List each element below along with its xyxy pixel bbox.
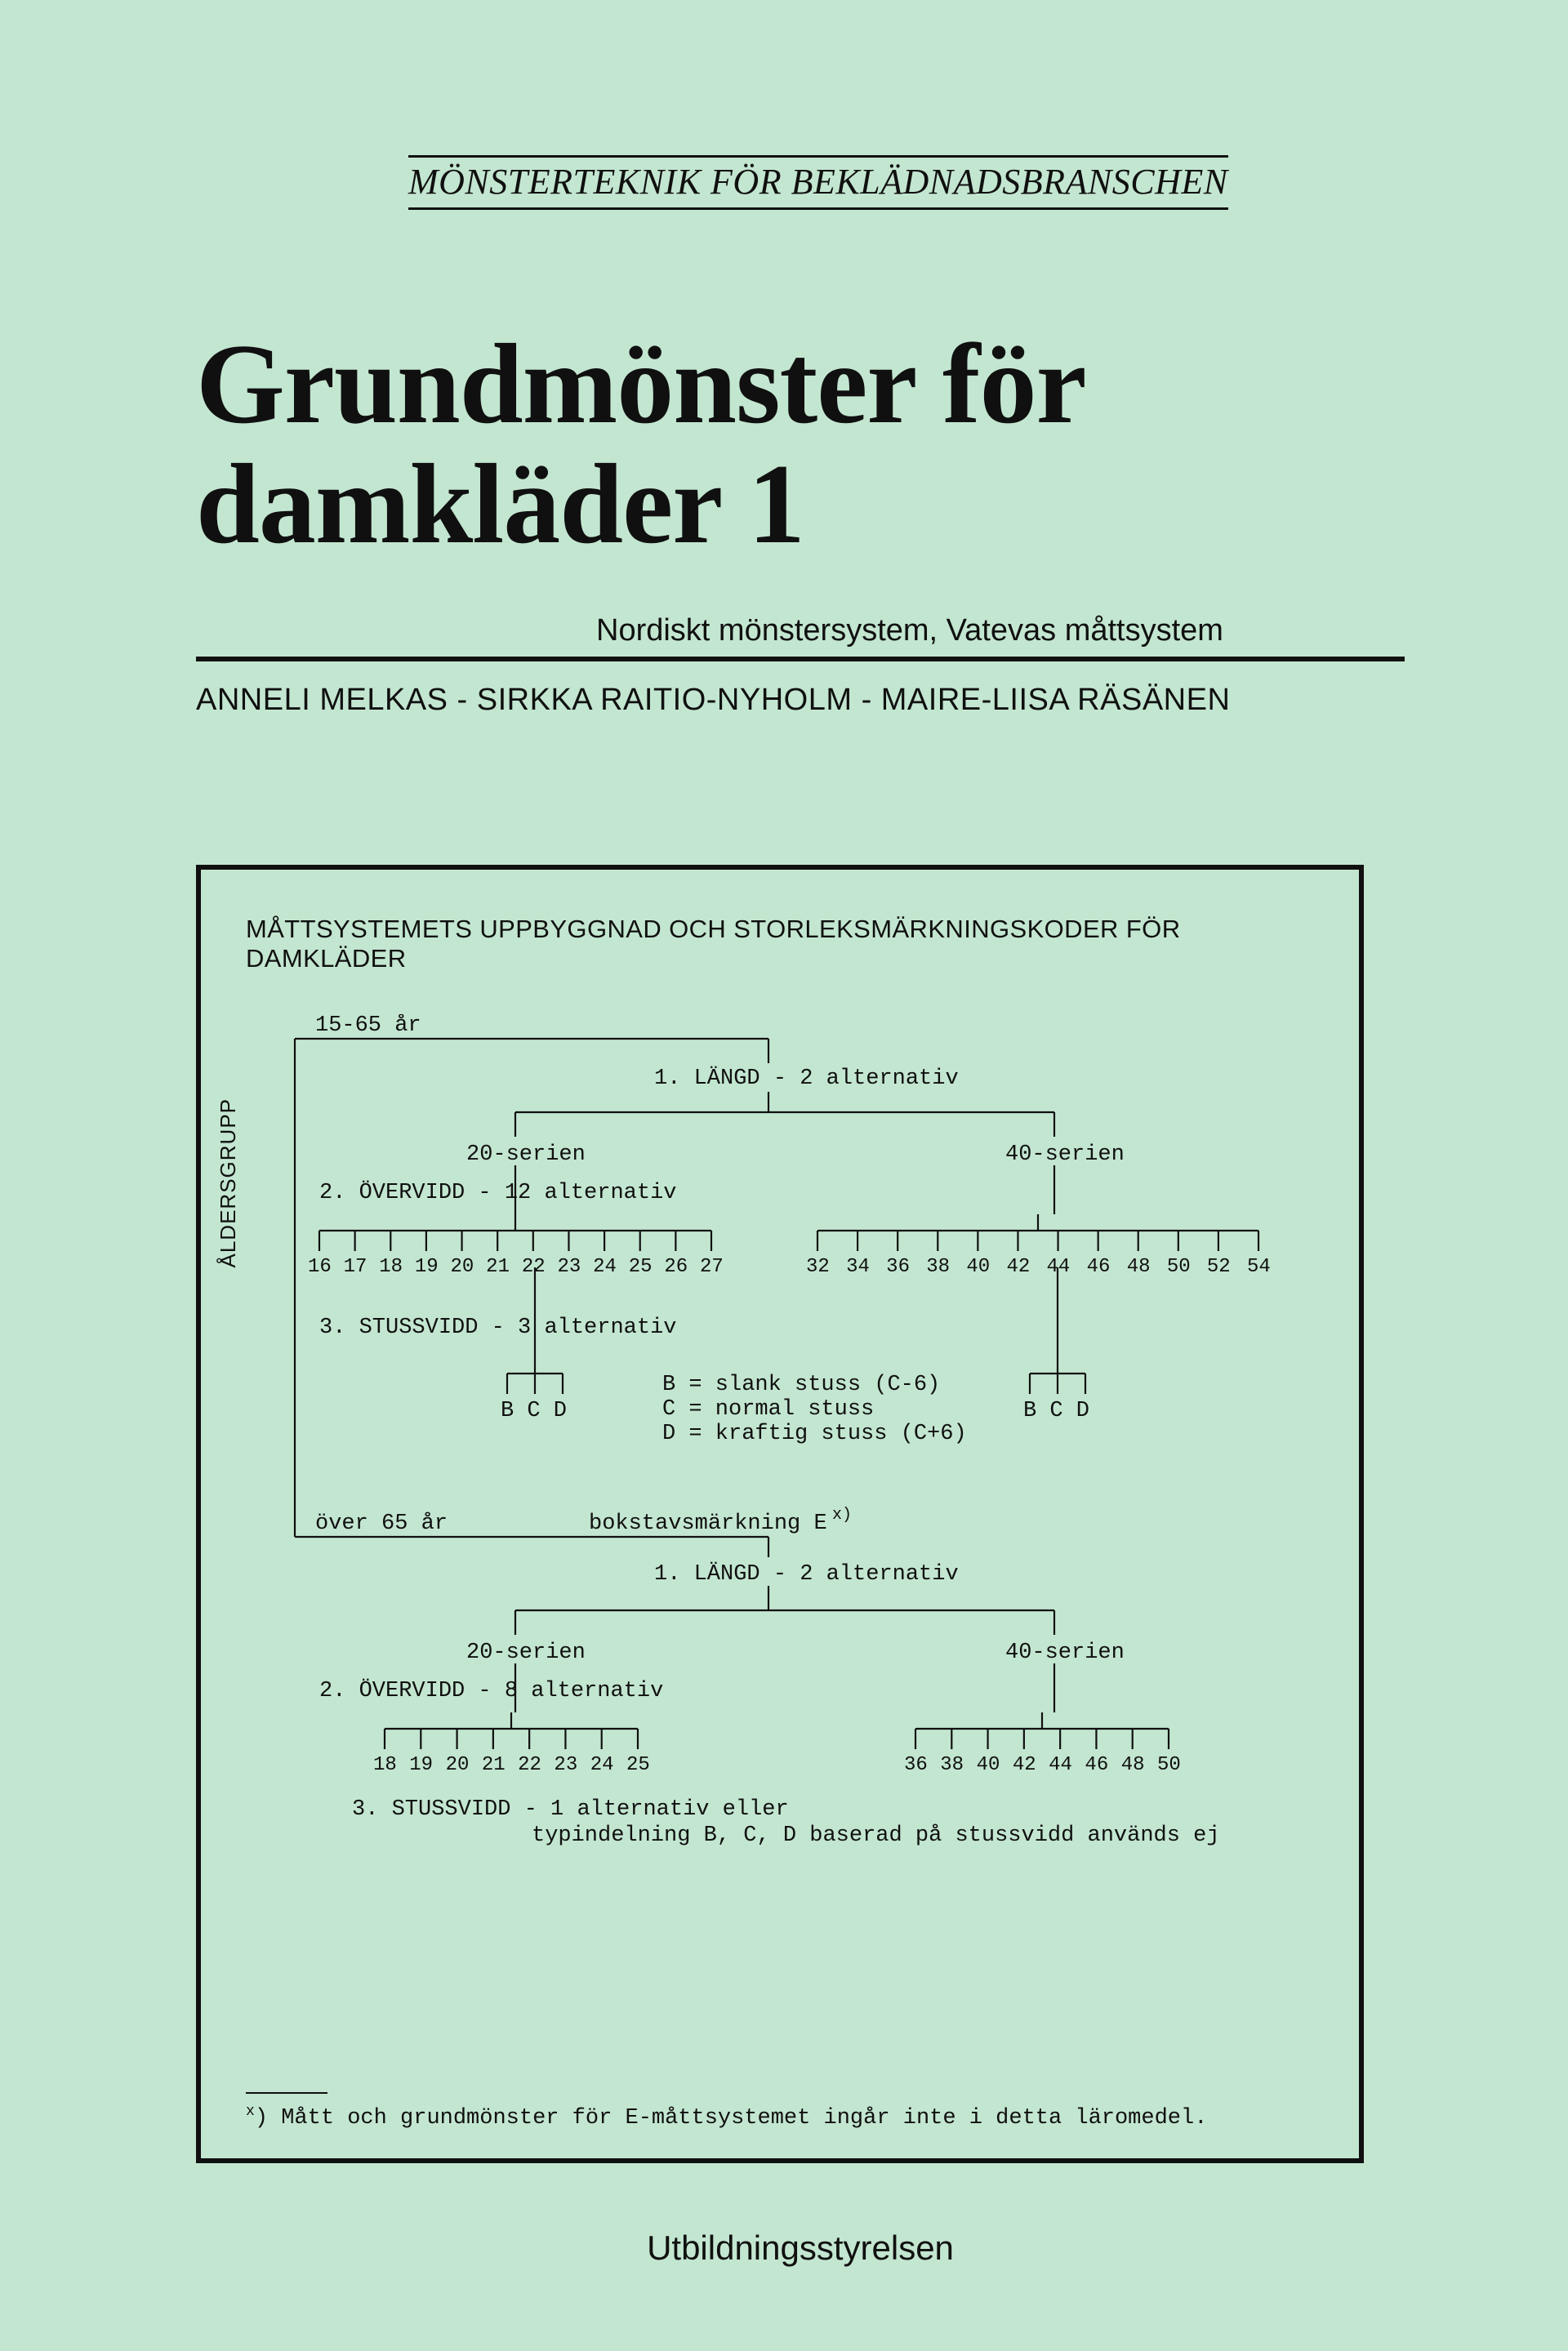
step3bot2: typindelning B, C, D baserad på stussvid… — [532, 1823, 1220, 1848]
svg-text:23: 23 — [554, 1754, 577, 1776]
series20b: 20-serien — [466, 1641, 586, 1665]
footnote-text: ) Mått och grundmönster för E-måttsystem… — [255, 2106, 1208, 2131]
svg-text:36: 36 — [904, 1754, 928, 1776]
svg-text:25: 25 — [626, 1754, 650, 1776]
age-top: 15-65 år — [315, 1014, 421, 1038]
comb-20-bot: 18 19 20 21 22 23 24 25 — [373, 1712, 650, 1776]
svg-text:20: 20 — [446, 1754, 470, 1776]
svg-text:48: 48 — [1121, 1754, 1145, 1776]
footnote-rule — [246, 2092, 327, 2094]
legB: B = slank stuss (C-6) — [662, 1373, 940, 1397]
authors: ANNELI MELKAS - SIRKKA RAITIO-NYHOLM - M… — [196, 683, 1405, 718]
footnote: x) Mått och grundmönster för E-måttsyste… — [246, 2104, 1314, 2131]
series40b: 40-serien — [1005, 1641, 1125, 1665]
svg-text:18: 18 — [373, 1754, 397, 1776]
svg-text:44: 44 — [1049, 1754, 1072, 1776]
svg-text:50: 50 — [1157, 1754, 1181, 1776]
svg-text:24: 24 — [590, 1754, 614, 1776]
svg-text:48: 48 — [1127, 1256, 1151, 1278]
svg-text:40: 40 — [977, 1754, 1000, 1776]
age-bottom: över 65 år — [315, 1512, 448, 1536]
svg-text:26: 26 — [664, 1256, 688, 1278]
svg-text:21: 21 — [482, 1754, 506, 1776]
footnote-sup: x — [246, 2104, 255, 2120]
step1b: 1. LÄNGD - 2 alternativ — [654, 1561, 959, 1587]
bcd-left: B C D — [501, 1399, 567, 1423]
svg-text:16: 16 — [308, 1256, 332, 1278]
main-title: Grundmönster för damkläder 1 — [196, 324, 1405, 564]
svg-text:19: 19 — [415, 1256, 439, 1278]
svg-text:19: 19 — [409, 1754, 433, 1776]
comb-20-top: 16 17 18 19 20 21 22 23 24 25 26 27 — [308, 1214, 724, 1278]
bcd-right: B C D — [1023, 1399, 1089, 1423]
legD: D = kraftig stuss (C+6) — [662, 1422, 967, 1446]
svg-text:36: 36 — [886, 1256, 910, 1278]
title-line-1: Grundmönster för — [196, 321, 1086, 447]
svg-text:17: 17 — [344, 1256, 368, 1278]
svg-text:23: 23 — [557, 1256, 581, 1278]
step1: 1. LÄNGD - 2 alternativ — [654, 1066, 959, 1091]
comb-40-bot: 36 38 40 42 44 46 48 50 — [904, 1712, 1181, 1776]
svg-text:46: 46 — [1085, 1754, 1108, 1776]
svg-text:25: 25 — [629, 1256, 653, 1278]
title-line-2: damkläder 1 — [196, 441, 804, 568]
svg-text:22: 22 — [518, 1754, 541, 1776]
step2top: 2. ÖVERVIDD - 12 alternativ — [319, 1179, 676, 1205]
page: MÖNSTERTEKNIK FÖR BEKLÄDNADSBRANSCHEN Gr… — [0, 0, 1568, 2351]
svg-text:52: 52 — [1207, 1256, 1231, 1278]
svg-text:42: 42 — [1013, 1754, 1036, 1776]
svg-text:18: 18 — [379, 1256, 403, 1278]
bokstav: bokstavsmärkning E — [589, 1512, 827, 1536]
svg-text:24: 24 — [593, 1256, 617, 1278]
bokstav-sup: x) — [832, 1506, 852, 1525]
series40a: 40-serien — [1005, 1142, 1125, 1167]
svg-text:21: 21 — [486, 1256, 510, 1278]
series-heading: MÖNSTERTEKNIK FÖR BEKLÄDNADSBRANSCHEN — [408, 155, 1228, 210]
rule — [196, 657, 1405, 661]
svg-text:20: 20 — [451, 1256, 474, 1278]
step3bot1: 3. STUSSVIDD - 1 alternativ eller — [352, 1797, 789, 1822]
svg-text:38: 38 — [926, 1256, 950, 1278]
step2bot: 2. ÖVERVIDD - 8 alternativ — [319, 1677, 663, 1703]
series20a: 20-serien — [466, 1142, 586, 1167]
svg-text:22: 22 — [522, 1256, 546, 1278]
svg-text:32: 32 — [806, 1256, 830, 1278]
diagram-heading: MÅTTSYSTEMETS UPPBYGGNAD OCH STORLEKSMÄR… — [246, 915, 1314, 973]
svg-text:27: 27 — [700, 1256, 724, 1278]
diagram-box: MÅTTSYSTEMETS UPPBYGGNAD OCH STORLEKSMÄR… — [196, 865, 1364, 2163]
step3top: 3. STUSSVIDD - 3 alternativ — [319, 1316, 676, 1340]
publisher: Utbildningsstyrelsen — [196, 2229, 1405, 2268]
tree-diagram: 15-65 år 1. LÄNGD - 2 alternativ 20-seri… — [246, 1014, 1314, 2059]
svg-text:40: 40 — [966, 1256, 990, 1278]
legC: C = normal stuss — [662, 1397, 874, 1422]
svg-text:42: 42 — [1006, 1256, 1030, 1278]
comb-40-top: 323436384042444648505254 — [806, 1214, 1271, 1278]
subtitle: Nordiskt mönstersystem, Vatevas måttsyst… — [196, 613, 1405, 648]
age-group-vertical-label: ÅLDERSGRUPP — [216, 1098, 241, 1268]
svg-text:38: 38 — [940, 1754, 964, 1776]
svg-text:46: 46 — [1087, 1256, 1111, 1278]
svg-text:50: 50 — [1167, 1256, 1191, 1278]
svg-text:34: 34 — [846, 1256, 870, 1278]
svg-text:54: 54 — [1247, 1256, 1271, 1278]
